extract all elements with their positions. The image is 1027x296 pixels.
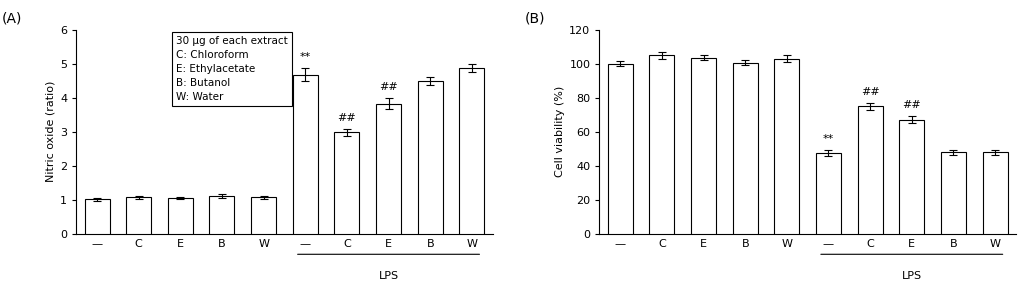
- Y-axis label: Cell viability (%): Cell viability (%): [556, 86, 565, 177]
- Bar: [335, 132, 359, 234]
- Text: **: **: [300, 52, 311, 62]
- Bar: [983, 152, 1007, 234]
- Bar: [167, 198, 193, 234]
- Text: **: **: [823, 134, 834, 144]
- Text: LPS: LPS: [379, 271, 398, 281]
- Bar: [858, 106, 882, 234]
- Text: (B): (B): [525, 12, 545, 25]
- Text: ##: ##: [338, 113, 356, 123]
- Bar: [816, 153, 841, 234]
- Text: ##: ##: [861, 87, 879, 97]
- Bar: [732, 63, 758, 234]
- Text: ##: ##: [903, 100, 921, 110]
- Bar: [774, 59, 799, 234]
- Text: (A): (A): [1, 12, 22, 25]
- Bar: [649, 55, 675, 234]
- Bar: [691, 58, 716, 234]
- Bar: [126, 197, 151, 234]
- Bar: [293, 75, 317, 234]
- Bar: [459, 68, 485, 234]
- Bar: [376, 104, 402, 234]
- Y-axis label: Nitric oxide (ratio): Nitric oxide (ratio): [46, 81, 55, 182]
- Text: ##: ##: [379, 82, 397, 92]
- Text: LPS: LPS: [902, 271, 922, 281]
- Bar: [941, 152, 966, 234]
- Bar: [418, 81, 443, 234]
- Bar: [900, 120, 924, 234]
- Bar: [252, 197, 276, 234]
- Bar: [210, 197, 234, 234]
- Bar: [84, 199, 110, 234]
- Text: 30 μg of each extract
C: Chloroform
E: Ethylacetate
B: Butanol
W: Water: 30 μg of each extract C: Chloroform E: E…: [177, 36, 288, 102]
- Bar: [608, 64, 633, 234]
